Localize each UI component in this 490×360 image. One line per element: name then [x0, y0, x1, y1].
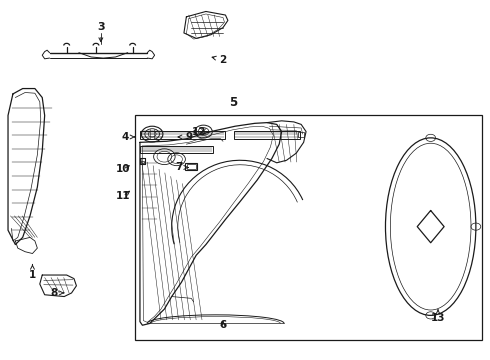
- Bar: [187, 164, 196, 169]
- Text: 6: 6: [220, 320, 227, 330]
- Text: 4: 4: [122, 132, 135, 142]
- Bar: [234, 131, 300, 139]
- Text: 3: 3: [97, 22, 105, 32]
- Bar: [185, 163, 197, 170]
- Text: 5: 5: [229, 96, 237, 109]
- Text: 2: 2: [212, 55, 227, 65]
- Bar: [298, 132, 304, 137]
- Text: 10: 10: [116, 164, 130, 174]
- Bar: [140, 131, 225, 139]
- Text: 8: 8: [51, 288, 64, 298]
- Bar: [140, 146, 213, 153]
- Text: 11: 11: [116, 191, 130, 201]
- Text: 12: 12: [191, 127, 206, 136]
- Text: 1: 1: [29, 265, 36, 280]
- Bar: [135, 116, 482, 339]
- Bar: [141, 161, 144, 163]
- Text: 7: 7: [175, 162, 188, 172]
- Text: 9: 9: [178, 132, 193, 142]
- Text: 13: 13: [431, 310, 445, 323]
